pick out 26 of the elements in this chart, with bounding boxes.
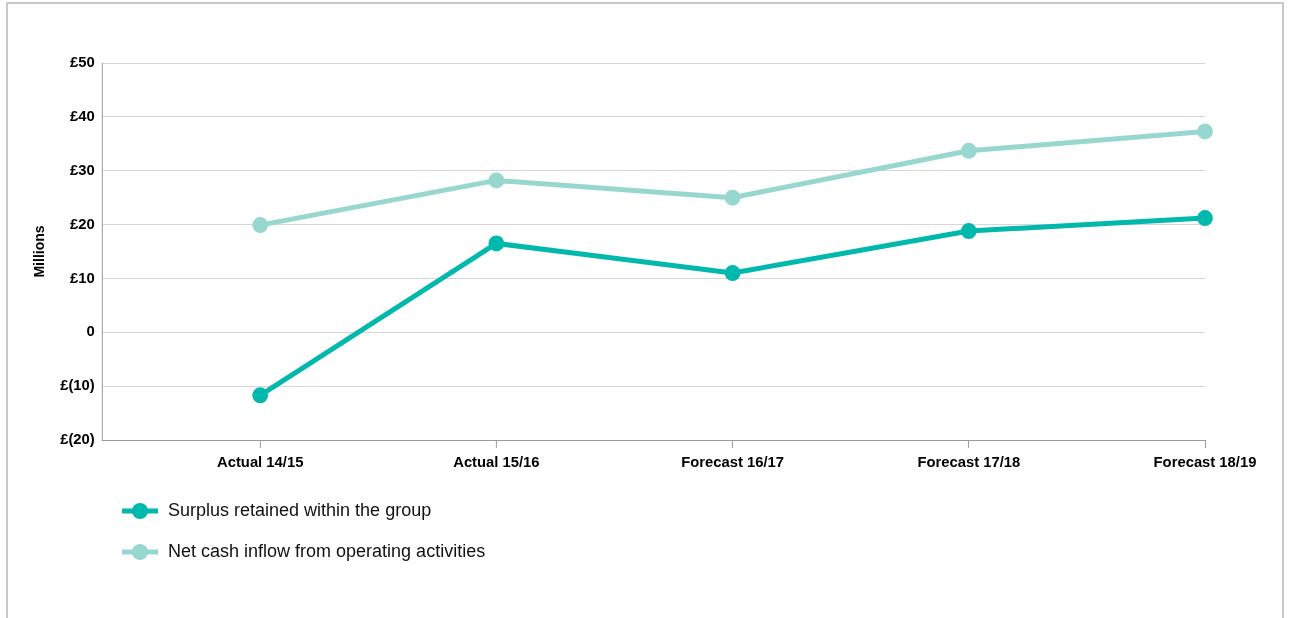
y-tick-label: 0 bbox=[86, 323, 95, 340]
point bbox=[960, 142, 977, 159]
point bbox=[488, 172, 505, 189]
x-tick-label: Actual 14/15 bbox=[216, 454, 304, 471]
legend-label: Surplus retained within the group bbox=[168, 500, 432, 521]
x-tick-label: Forecast 16/17 bbox=[681, 454, 784, 471]
y-tick-label: £10 bbox=[70, 269, 95, 286]
point bbox=[488, 235, 505, 252]
y-tick-label: £30 bbox=[70, 161, 95, 178]
point bbox=[724, 189, 741, 206]
point bbox=[724, 265, 741, 282]
point bbox=[1197, 210, 1213, 227]
y-tick-label: £50 bbox=[70, 54, 95, 71]
point bbox=[252, 387, 269, 404]
point bbox=[1197, 123, 1213, 140]
legend-label: Net cash inflow from operating activities bbox=[168, 541, 486, 562]
y-axis-title: Millions bbox=[30, 225, 47, 278]
point bbox=[252, 217, 269, 234]
point bbox=[960, 223, 977, 240]
y-tick-label: £(20) bbox=[60, 431, 95, 448]
x-tick-label: Forecast 18/19 bbox=[1153, 454, 1257, 471]
x-tick-label: Forecast 17/18 bbox=[917, 454, 1021, 471]
y-tick-label: £20 bbox=[70, 215, 95, 232]
x-tick-label: Actual 15/16 bbox=[453, 454, 540, 471]
y-tick-label: £(10) bbox=[60, 377, 95, 394]
y-tick-label: £40 bbox=[70, 107, 95, 125]
